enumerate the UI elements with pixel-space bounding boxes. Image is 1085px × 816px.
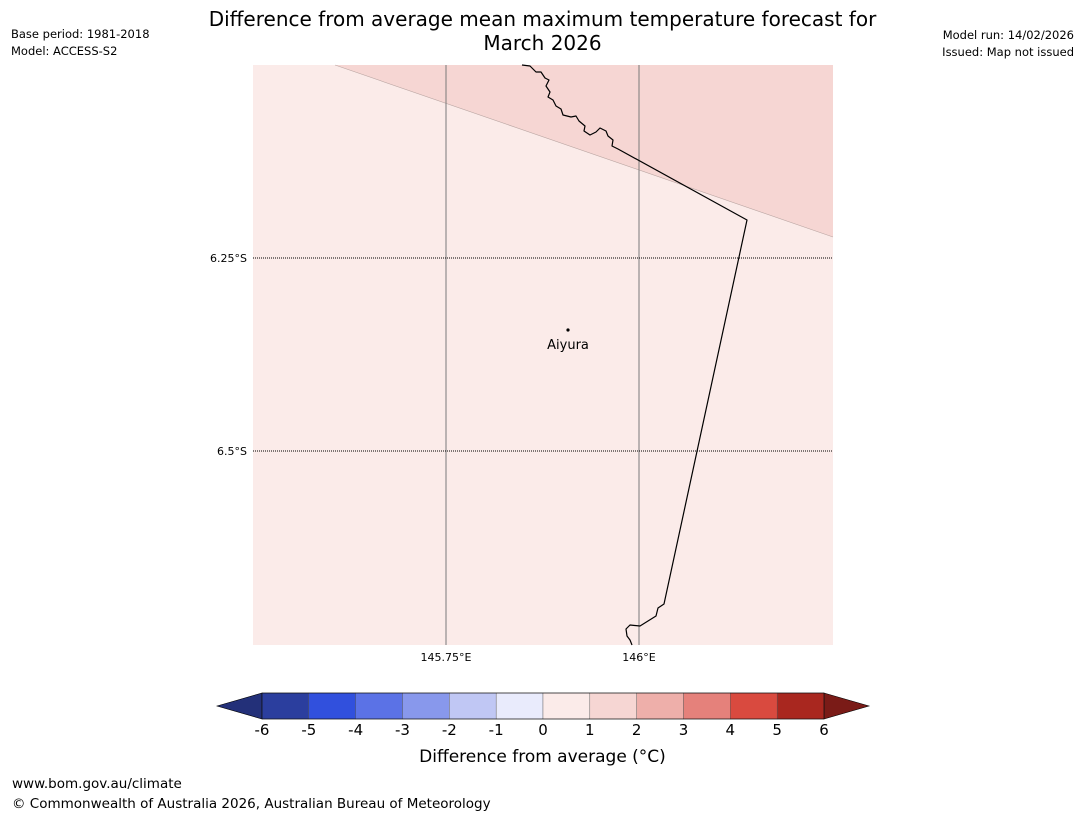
colorbar-tick-label: -3 bbox=[395, 721, 410, 739]
colorbar-tick-label: 6 bbox=[819, 721, 829, 739]
map-title: Difference from average mean maximum tem… bbox=[150, 7, 935, 55]
colorbar-over-arrow bbox=[823, 692, 871, 720]
colorbar-tick-label: 0 bbox=[538, 721, 548, 739]
colorbar-tick-label: -5 bbox=[301, 721, 316, 739]
colorbar-under-arrow bbox=[215, 692, 263, 720]
header-info-left: Base period: 1981-2018 Model: ACCESS-S2 bbox=[11, 26, 150, 60]
colorbar-segment bbox=[542, 692, 591, 720]
colorbar-tick-label: 2 bbox=[632, 721, 642, 739]
title-line-2: March 2026 bbox=[483, 31, 602, 55]
colorbar-tick-label: -1 bbox=[489, 721, 504, 739]
lon-label-146: 146°E bbox=[622, 651, 655, 664]
colorbar-tick-label: 1 bbox=[585, 721, 595, 739]
colorbar-segment bbox=[589, 692, 637, 720]
base-period-text: Base period: 1981-2018 bbox=[11, 27, 150, 41]
colorbar-segment bbox=[776, 692, 825, 720]
footer: www.bom.gov.au/climate © Commonwealth of… bbox=[12, 774, 491, 814]
lat-label-6-25: 6.25°S bbox=[210, 252, 247, 265]
title-line-1: Difference from average mean maximum tem… bbox=[208, 7, 877, 31]
colorbar-tick-label: 5 bbox=[772, 721, 782, 739]
colorbar-tick-label: -2 bbox=[442, 721, 457, 739]
aiyura-marker bbox=[566, 328, 570, 332]
colorbar bbox=[215, 692, 871, 720]
lon-label-145-75: 145.75°E bbox=[421, 651, 472, 664]
website-text: www.bom.gov.au/climate bbox=[12, 776, 182, 792]
model-run-text: Model run: 14/02/2026 bbox=[942, 28, 1074, 42]
colorbar-segment bbox=[683, 692, 731, 720]
map-panel: Aiyura bbox=[253, 64, 834, 646]
colorbar-tick-label: 4 bbox=[726, 721, 736, 739]
colorbar-tick-label: -6 bbox=[255, 721, 270, 739]
colorbar-segment bbox=[730, 692, 778, 720]
colorbar-tick-label: -4 bbox=[348, 721, 363, 739]
province-boundary bbox=[521, 64, 748, 646]
lat-label-6-5: 6.5°S bbox=[217, 445, 247, 458]
colorbar-segment bbox=[449, 692, 497, 720]
colorbar-ticks: -6 -5 -4 -3 -2 -1 0 1 2 3 4 5 6 bbox=[255, 721, 829, 739]
colorbar-segment bbox=[636, 692, 684, 720]
header-info-right: Model run: 14/02/2026 Issued: Map not is… bbox=[942, 27, 1074, 61]
copyright-text: © Commonwealth of Australia 2026, Austra… bbox=[12, 796, 491, 812]
colorbar-segment bbox=[261, 692, 310, 720]
colorbar-segment bbox=[402, 692, 450, 720]
model-text: Model: ACCESS-S2 bbox=[11, 44, 118, 58]
colorbar-frame bbox=[261, 692, 825, 720]
issued-text: Issued: Map not issued bbox=[942, 45, 1074, 59]
colorbar-tick-label: 3 bbox=[679, 721, 689, 739]
colorbar-label: Difference from average (°C) bbox=[419, 747, 666, 767]
zone-boundary bbox=[334, 64, 834, 238]
colorbar-segment bbox=[308, 692, 356, 720]
colorbar-segment bbox=[495, 692, 544, 720]
place-label-aiyura: Aiyura bbox=[547, 338, 589, 353]
colorbar-segment bbox=[355, 692, 403, 720]
